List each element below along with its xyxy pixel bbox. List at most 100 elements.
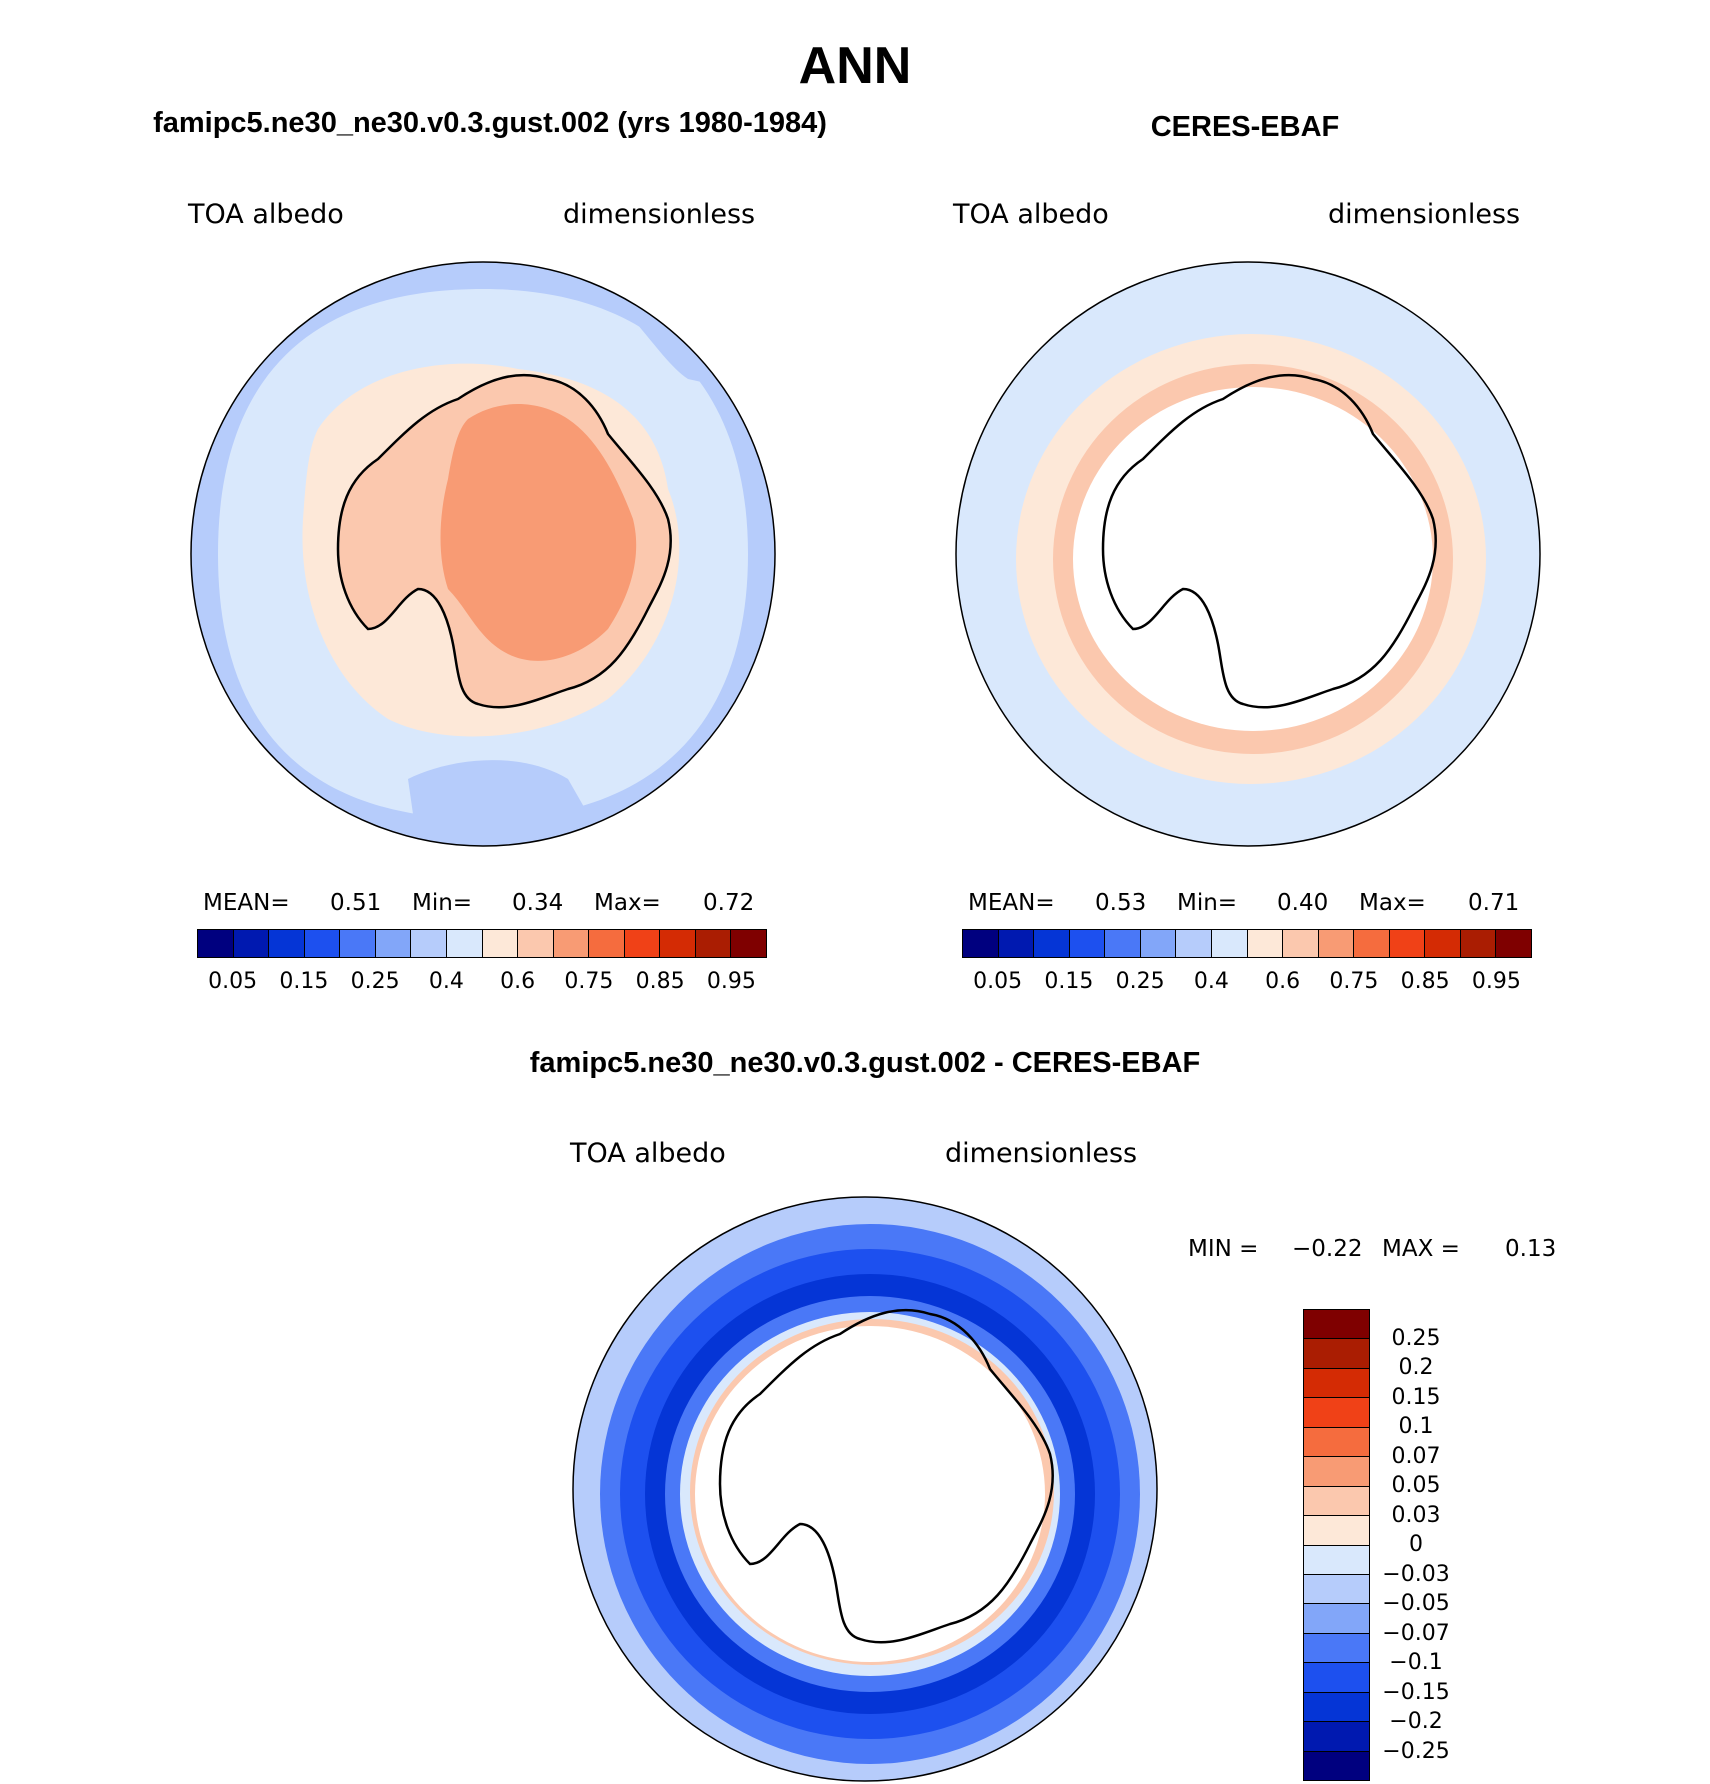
model-colorbar-box-15 — [731, 930, 766, 957]
obs-variable-label: TOA albedo — [953, 199, 1109, 230]
diff-colorbar-tick-label: 0 — [1409, 1532, 1423, 1557]
model-lowlat-patch-2 — [408, 760, 608, 846]
model-colorbar-box-14 — [695, 930, 732, 957]
obs-colorbar-box-10 — [1318, 930, 1355, 957]
diff-colorbar-box-1 — [1304, 1339, 1369, 1369]
obs-colorbar-box-11 — [1354, 930, 1390, 957]
model-colorbar-box-9 — [518, 930, 554, 957]
diff-colorbar-box-4 — [1304, 1427, 1369, 1458]
model-colorbar-box-10 — [553, 930, 590, 957]
diff-polar-map — [572, 1196, 1158, 1782]
diff-colorbar-box-6 — [1304, 1486, 1369, 1517]
diff-colorbar-box-13 — [1304, 1692, 1369, 1723]
model-colorbar-box-11 — [589, 930, 625, 957]
model-colorbar-tick-label: 0.95 — [706, 969, 756, 994]
diff-colorbar — [1303, 1309, 1370, 1781]
model-mean-value: 0.51 — [330, 890, 382, 916]
model-colorbar-box-4 — [340, 930, 376, 957]
model-colorbar-box-13 — [660, 930, 696, 957]
obs-min-value: 0.40 — [1277, 890, 1329, 916]
obs-max-label: Max= — [1359, 890, 1426, 916]
model-colorbar-box-3 — [304, 930, 341, 957]
model-colorbar-tick-label: 0.25 — [350, 969, 400, 994]
model-variable-label: TOA albedo — [188, 199, 344, 230]
diff-panel-title: famipc5.ne30_ne30.v0.3.gust.002 - CERES-… — [529, 1047, 1201, 1079]
model-units-label: dimensionless — [563, 199, 756, 230]
main-title: ANN — [798, 37, 912, 95]
diff-colorbar-tick-label: −0.15 — [1382, 1679, 1450, 1705]
model-min-label: Min= — [412, 890, 473, 916]
model-colorbar — [197, 929, 767, 958]
diff-colorbar-tick-label: 0.05 — [1391, 1473, 1441, 1498]
obs-colorbar-box-4 — [1105, 930, 1141, 957]
obs-max-value: 0.71 — [1468, 890, 1520, 916]
obs-mean-value: 0.53 — [1095, 890, 1147, 916]
obs-min-label: Min= — [1177, 890, 1238, 916]
obs-colorbar-tick-label: 0.15 — [1044, 969, 1094, 994]
obs-colorbar-box-13 — [1425, 930, 1461, 957]
obs-colorbar-tick-label: 0.85 — [1400, 969, 1450, 994]
model-ice-sheet-core — [440, 404, 637, 661]
model-colorbar-tick-label: 0.85 — [635, 969, 685, 994]
model-colorbar-box-2 — [269, 930, 305, 957]
diff-colorbar-tick-label: −0.03 — [1382, 1561, 1450, 1587]
model-colorbar-tick-label: 0.4 — [428, 969, 464, 994]
obs-colorbar-box-8 — [1247, 930, 1284, 957]
diff-colorbar-box-9 — [1304, 1574, 1369, 1605]
diff-colorbar-tick-label: 0.03 — [1391, 1502, 1441, 1528]
obs-units-label: dimensionless — [1328, 199, 1521, 230]
obs-missing-area — [1073, 387, 1433, 731]
diff-max-value: 0.13 — [1505, 1236, 1557, 1262]
model-colorbar-tick-label: 0.05 — [208, 969, 258, 994]
obs-colorbar-tick-label: 0.25 — [1115, 969, 1165, 994]
diff-colorbar-tick-label: 0.1 — [1398, 1414, 1434, 1439]
diff-colorbar-tick-label: 0.2 — [1398, 1355, 1434, 1380]
diff-colorbar-box-2 — [1304, 1368, 1369, 1399]
model-mean-label: MEAN= — [203, 890, 290, 916]
diff-colorbar-box-5 — [1304, 1457, 1369, 1487]
model-colorbar-box-12 — [624, 930, 661, 957]
diff-colorbar-tick-label: −0.2 — [1389, 1709, 1443, 1734]
diff-colorbar-box-0 — [1304, 1310, 1369, 1340]
diff-colorbar-tick-label: 0.15 — [1391, 1384, 1441, 1410]
obs-colorbar-box-12 — [1389, 930, 1426, 957]
model-max-value: 0.72 — [703, 890, 755, 916]
obs-colorbar-box-1 — [998, 930, 1035, 957]
model-coastline — [336, 373, 672, 709]
obs-colorbar-tick-label: 0.75 — [1329, 969, 1379, 994]
diff-units-label: dimensionless — [945, 1138, 1138, 1169]
obs-panel-title: CERES-EBAF — [1150, 111, 1340, 143]
obs-map-border — [955, 261, 1541, 847]
obs-mean-label: MEAN= — [968, 890, 1055, 916]
diff-colorbar-box-10 — [1304, 1604, 1369, 1634]
obs-colorbar-tick-label: 0.05 — [973, 969, 1023, 994]
obs-coastline — [1101, 373, 1437, 709]
diff-colorbar-tick-label: −0.1 — [1389, 1650, 1443, 1675]
model-colorbar-box-5 — [375, 930, 412, 957]
diff-min-value: −0.22 — [1292, 1236, 1363, 1262]
diff-colorbar-tick-label: −0.07 — [1382, 1620, 1450, 1646]
obs-colorbar-box-3 — [1069, 930, 1106, 957]
diff-missing-area — [695, 1326, 1045, 1662]
obs-colorbar-box-0 — [963, 930, 999, 957]
model-map-border — [190, 261, 776, 847]
diff-colorbar-tick-label: 0.07 — [1391, 1443, 1441, 1469]
diff-colorbar-box-12 — [1304, 1663, 1369, 1693]
obs-colorbar — [962, 929, 1532, 958]
obs-colorbar-box-6 — [1176, 930, 1212, 957]
model-colorbar-box-6 — [411, 930, 447, 957]
diff-colorbar-tick-label: 0.25 — [1391, 1325, 1441, 1351]
diff-colorbar-box-15 — [1304, 1751, 1369, 1780]
diff-colorbar-tick-label: −0.05 — [1382, 1591, 1450, 1616]
diff-max-label: MAX = — [1382, 1236, 1460, 1262]
model-colorbar-box-0 — [198, 930, 234, 957]
diff-coastline — [718, 1308, 1054, 1644]
obs-colorbar-box-9 — [1283, 930, 1319, 957]
diff-colorbar-box-7 — [1304, 1516, 1369, 1546]
model-colorbar-tick-label: 0.6 — [500, 969, 536, 994]
obs-colorbar-box-7 — [1211, 930, 1248, 957]
model-max-label: Max= — [594, 890, 661, 916]
diff-colorbar-box-3 — [1304, 1398, 1369, 1428]
model-panel-title: famipc5.ne30_ne30.v0.3.gust.002 (yrs 198… — [153, 107, 827, 139]
diff-colorbar-box-14 — [1304, 1722, 1369, 1752]
